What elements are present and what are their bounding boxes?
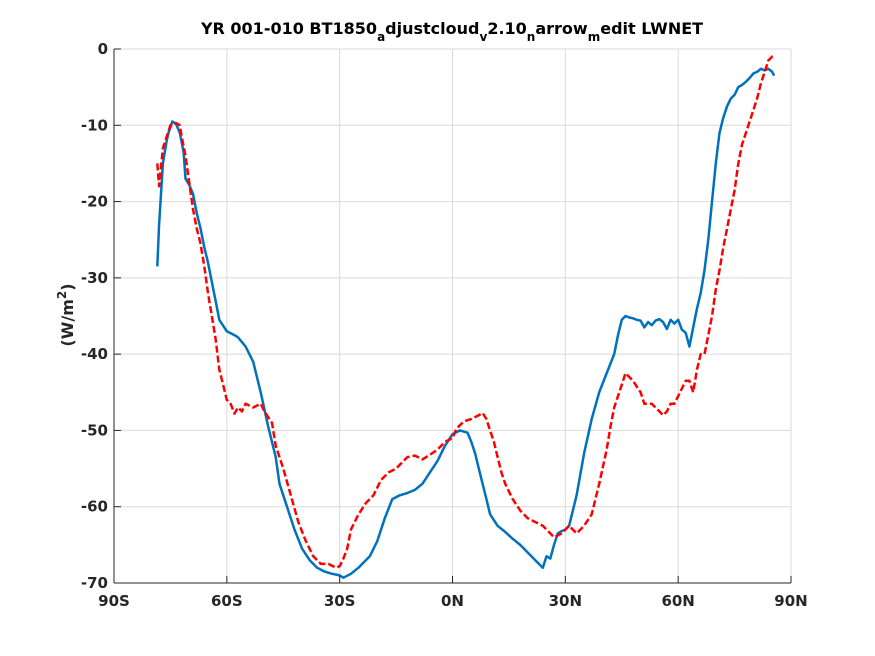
tick-labels: 90S 60S 30S 0N 30N 60N 90N 0 -10 -20 -30 -40 -50 -60 -… [81,40,808,610]
ylabel-segment: (W/m [58,299,77,346]
x-tick-label: 90N [774,592,807,610]
x-tick-label: 90S [98,592,130,610]
x-tick-label: 30N [549,592,582,610]
data-series [156,55,776,579]
y-tick-label: -60 [81,498,108,516]
title-segment: m [588,30,601,44]
title-segment: v [479,30,487,44]
x-tick-label: 60N [661,592,694,610]
y-tick-label: -30 [81,269,108,287]
title-segment: YR 001-010 BT1850 [200,19,377,38]
y-axis-label: (W/m2) [55,283,77,346]
title-segment: 2.10 [487,19,526,38]
x-tick-label: 30S [324,592,356,610]
y-tick-label: -10 [81,116,108,134]
chart-title: YR 001-010 BT1850adjustcloudv2.10narrowm… [200,19,703,44]
x-tick-label: 0N [441,592,464,610]
y-tick-label: -20 [81,193,108,211]
y-tick-label: -40 [81,345,108,363]
title-segment: djustcloud [385,19,479,38]
axes [113,48,792,584]
y-tick-label: 0 [98,40,108,58]
y-tick-label: -70 [81,574,108,592]
title-segment: n [527,30,536,44]
series-line-2 [156,55,775,569]
ylabel-segment: ) [58,283,77,290]
ylabel-segment: 2 [55,291,69,299]
title-segment: arrow [535,19,588,38]
y-tick-label: -50 [81,421,108,439]
title-segment: edit LWNET [600,19,703,38]
grid-lines [113,48,792,584]
series-line-1 [156,67,776,579]
title-segment: a [377,30,385,44]
x-tick-label: 60S [211,592,243,610]
